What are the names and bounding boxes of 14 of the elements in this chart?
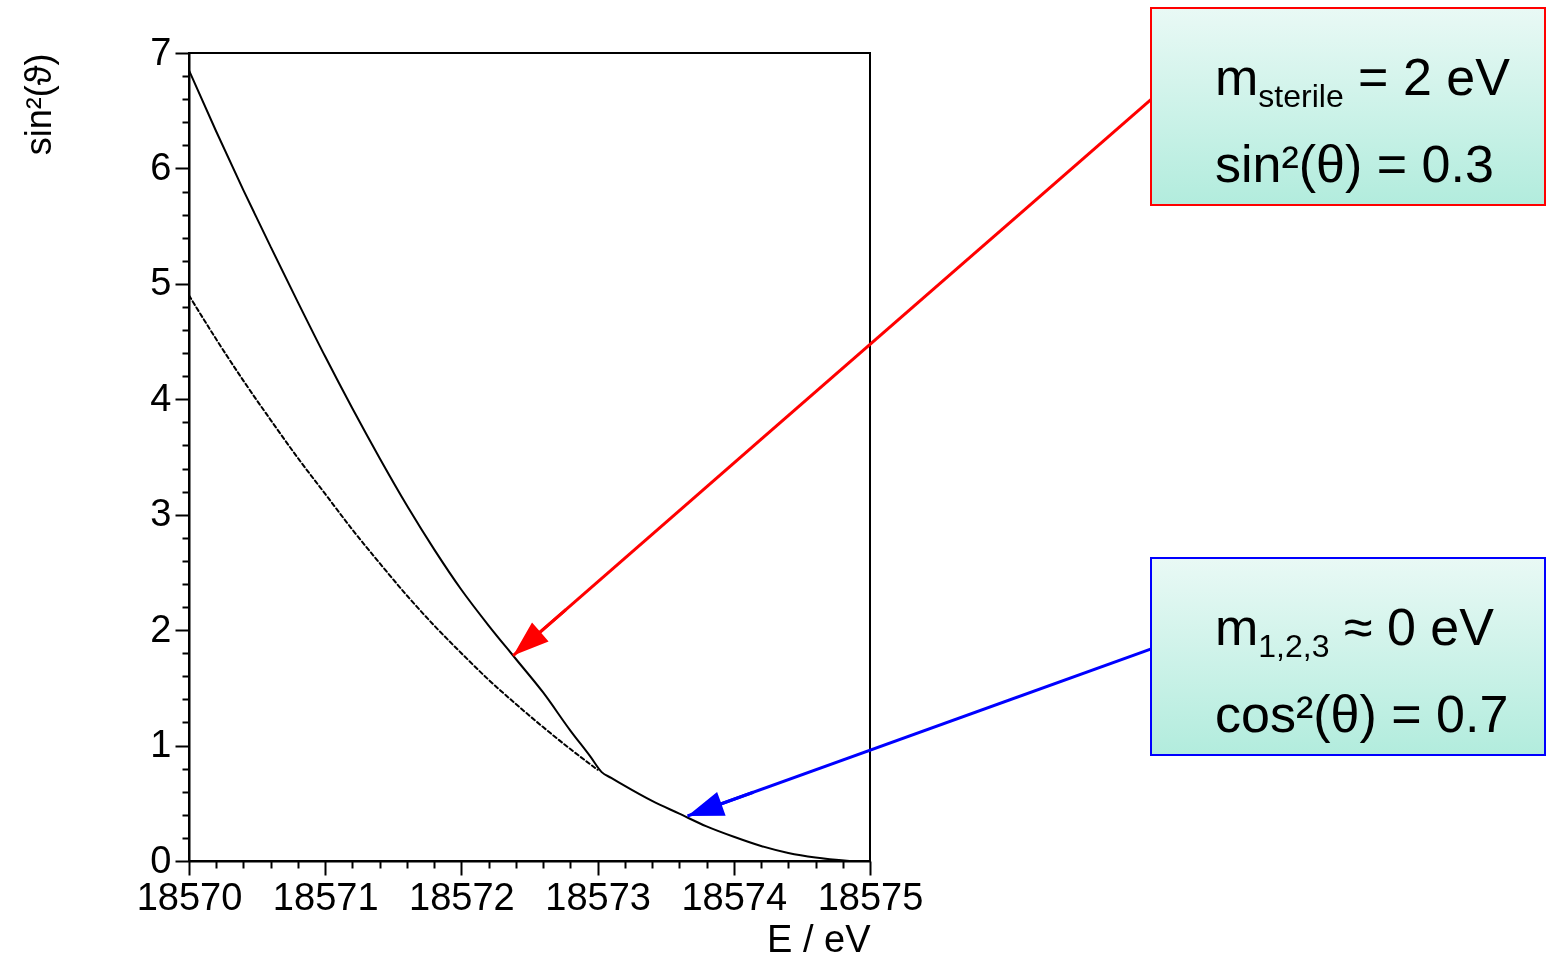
y-tick-label: 2 bbox=[150, 607, 172, 650]
x-tick-label: 18575 bbox=[817, 875, 924, 918]
x-tick-label: 18572 bbox=[409, 875, 515, 918]
x-axis-title: E / eV bbox=[767, 917, 872, 960]
y-tick-label: 5 bbox=[150, 261, 172, 304]
x-tick-label: 18571 bbox=[272, 875, 379, 918]
y-tick-label: 6 bbox=[150, 145, 172, 188]
x-tick-label: 18574 bbox=[681, 875, 788, 918]
y-axis-title: sin²(ϑ) bbox=[17, 53, 59, 156]
x-tick-label: 18573 bbox=[545, 875, 651, 918]
y-tick-label: 3 bbox=[150, 492, 172, 535]
y-tick-label: 1 bbox=[150, 723, 172, 766]
y-tick-label: 4 bbox=[150, 376, 172, 419]
y-tick-label: 7 bbox=[150, 30, 172, 73]
